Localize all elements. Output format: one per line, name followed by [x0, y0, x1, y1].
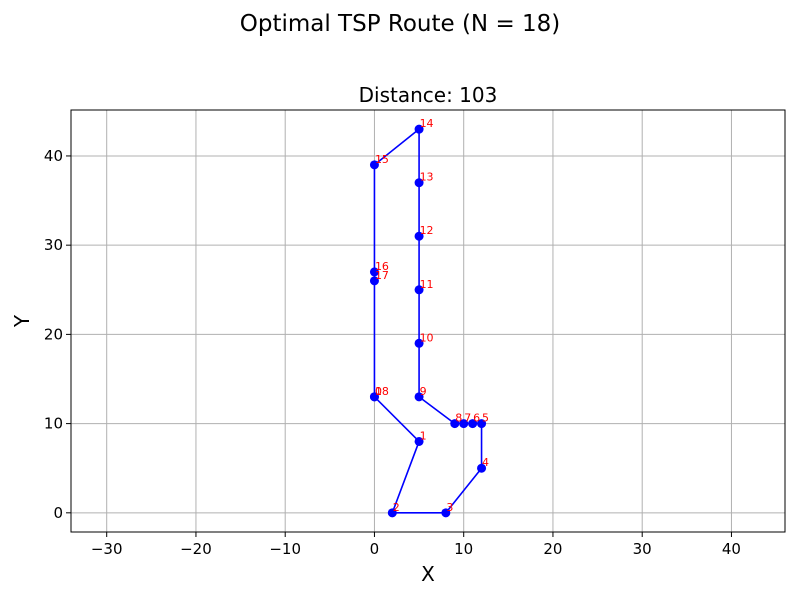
x-tick-label: −10 — [269, 540, 301, 558]
point-label-14: 14 — [420, 117, 434, 130]
point-label-1: 1 — [420, 429, 427, 442]
route-point-3 — [441, 508, 451, 518]
point-label-16: 16 — [375, 260, 389, 273]
x-tick-label: 10 — [454, 540, 473, 558]
route-point-18 — [369, 392, 379, 402]
route-point-14 — [414, 124, 424, 134]
point-label-6: 6 — [473, 412, 480, 425]
route-point-13 — [414, 178, 424, 188]
route-point-9 — [414, 392, 424, 402]
point-label-13: 13 — [420, 171, 434, 184]
chart-title: Distance: 103 — [359, 83, 498, 107]
y-axis-label: Y — [10, 314, 34, 328]
grid-lines — [71, 110, 785, 532]
route-point-10 — [414, 338, 424, 348]
route-point-2 — [387, 508, 397, 518]
point-label-9: 9 — [420, 385, 427, 398]
point-label-11: 11 — [420, 278, 434, 291]
point-label-10: 10 — [420, 331, 434, 344]
route-point-8 — [450, 419, 460, 429]
route-point-12 — [414, 231, 424, 241]
route-point-11 — [414, 285, 424, 295]
y-tick-label: 30 — [44, 236, 63, 254]
y-tick-label: 0 — [53, 504, 63, 522]
x-axis-label: X — [421, 562, 435, 586]
route-point-17 — [369, 276, 379, 286]
route-point-6 — [468, 419, 478, 429]
point-label-7: 7 — [464, 412, 471, 425]
point-label-4: 4 — [482, 456, 489, 469]
point-label-17: 17 — [375, 269, 389, 282]
y-tick-label: 10 — [44, 415, 63, 433]
x-tick-label: 0 — [370, 540, 380, 558]
point-label-5: 5 — [482, 412, 489, 425]
point-label-0: 0 — [375, 385, 382, 398]
route-point-4 — [477, 463, 487, 473]
point-label-18: 18 — [375, 385, 389, 398]
x-tick-label: 20 — [543, 540, 562, 558]
route-point-7 — [459, 419, 469, 429]
point-label-15: 15 — [375, 153, 389, 166]
route-point-16 — [369, 267, 379, 277]
point-label-8: 8 — [455, 412, 462, 425]
x-tick-label: −20 — [180, 540, 212, 558]
y-tick-label: 20 — [44, 325, 63, 343]
route-point-5 — [477, 419, 487, 429]
x-tick-label: 30 — [633, 540, 652, 558]
x-tick-label: 40 — [722, 540, 741, 558]
x-tick-label: −30 — [91, 540, 123, 558]
route-points — [369, 124, 487, 518]
route-point-15 — [369, 160, 379, 170]
point-label-3: 3 — [446, 501, 453, 514]
figure-suptitle: Optimal TSP Route (N = 18) — [240, 11, 561, 37]
point-label-2: 2 — [393, 501, 400, 514]
y-tick-label: 40 — [44, 147, 63, 165]
point-label-12: 12 — [420, 224, 434, 237]
plot-frame — [70, 109, 786, 533]
route-point-1 — [414, 436, 424, 446]
